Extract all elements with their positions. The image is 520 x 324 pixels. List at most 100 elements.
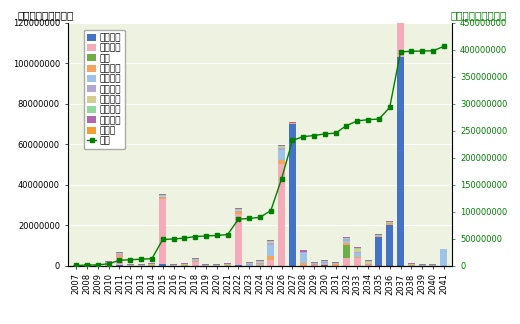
Bar (343, 243, 350, 246)
Bar (202, 264, 210, 265)
Bar (343, 239, 350, 241)
Bar (375, 236, 382, 237)
累計 (376, 117, 382, 121)
累計 (116, 258, 123, 262)
Bar (159, 197, 166, 198)
累計 (268, 209, 274, 213)
Bar (235, 212, 242, 214)
Bar (235, 214, 242, 265)
Bar (116, 253, 123, 255)
Bar (365, 265, 372, 266)
累計 (419, 49, 425, 53)
Bar (148, 264, 155, 265)
Bar (300, 252, 307, 263)
Bar (321, 263, 328, 264)
Bar (365, 260, 372, 262)
Text: 累計の費用（千円）: 累計の費用（千円） (450, 10, 506, 20)
Text: 各年の費用（千円）: 各年の費用（千円） (18, 10, 74, 20)
Bar (127, 264, 134, 265)
累計 (408, 49, 414, 53)
Bar (245, 261, 253, 263)
Bar (386, 225, 393, 266)
Bar (105, 264, 112, 266)
Bar (192, 259, 199, 260)
Bar (354, 249, 361, 251)
Line: 累計: 累計 (74, 45, 446, 267)
累計 (322, 132, 328, 136)
Bar (332, 264, 339, 266)
Bar (440, 249, 447, 266)
Bar (235, 210, 242, 211)
Bar (289, 124, 296, 266)
累計 (160, 237, 166, 241)
累計 (149, 257, 155, 260)
Bar (224, 263, 231, 264)
Bar (343, 237, 350, 238)
累計 (138, 257, 144, 261)
Bar (256, 265, 264, 266)
Bar (256, 263, 264, 264)
Bar (235, 265, 242, 266)
Bar (245, 265, 253, 266)
Bar (343, 238, 350, 239)
Bar (181, 263, 188, 264)
Bar (408, 264, 415, 265)
Bar (386, 221, 393, 222)
累計 (279, 177, 285, 181)
Bar (224, 265, 231, 266)
累計 (214, 234, 220, 237)
累計 (192, 235, 198, 238)
Bar (408, 263, 415, 264)
Bar (343, 241, 350, 243)
累計 (127, 258, 134, 262)
Bar (245, 263, 253, 264)
累計 (397, 50, 404, 54)
Bar (138, 264, 145, 265)
Bar (278, 147, 285, 148)
Bar (278, 165, 285, 266)
Bar (289, 123, 296, 124)
累計 (300, 135, 306, 139)
Bar (116, 265, 123, 266)
Bar (148, 265, 155, 266)
Bar (278, 148, 285, 150)
累計 (171, 237, 177, 241)
Bar (321, 260, 328, 262)
Bar (375, 235, 382, 236)
Bar (375, 234, 382, 235)
Bar (310, 263, 318, 264)
Bar (116, 257, 123, 265)
Bar (170, 264, 177, 265)
Bar (397, 0, 404, 57)
Bar (105, 262, 112, 263)
Bar (267, 242, 275, 243)
Bar (256, 261, 264, 263)
Bar (267, 256, 275, 260)
累計 (311, 133, 317, 137)
Bar (192, 260, 199, 262)
Bar (267, 260, 275, 266)
Bar (267, 243, 275, 246)
Bar (181, 264, 188, 265)
Bar (224, 264, 231, 265)
Bar (256, 264, 264, 265)
Bar (332, 261, 339, 263)
Bar (397, 57, 404, 266)
Bar (310, 261, 318, 263)
Bar (267, 241, 275, 242)
Bar (192, 258, 199, 259)
Bar (181, 265, 188, 266)
累計 (365, 118, 371, 122)
累計 (289, 138, 295, 142)
累計 (430, 49, 436, 53)
Bar (116, 255, 123, 257)
Bar (267, 240, 275, 241)
Bar (213, 265, 220, 266)
Bar (202, 265, 210, 266)
Bar (354, 252, 361, 257)
Bar (310, 265, 318, 266)
Bar (343, 258, 350, 266)
Bar (235, 208, 242, 209)
Bar (148, 263, 155, 264)
Bar (116, 252, 123, 253)
